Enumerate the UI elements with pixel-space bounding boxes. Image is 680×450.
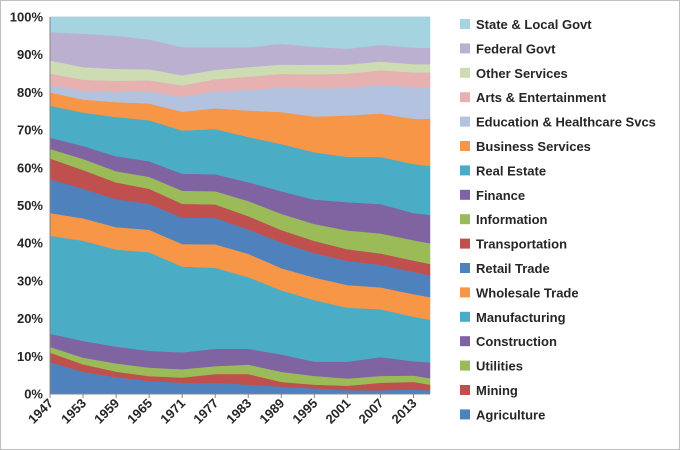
y-tick-label: 40% bbox=[17, 236, 43, 251]
legend-swatch-construction bbox=[460, 336, 470, 347]
legend-label-construction: Construction bbox=[476, 334, 557, 349]
axes bbox=[49, 17, 430, 398]
legend-label-arts-and-entertainment: Arts & Entertainment bbox=[476, 90, 607, 105]
x-tick-label: 2013 bbox=[389, 396, 420, 427]
legend-swatch-agriculture bbox=[460, 409, 470, 420]
legend-swatch-real-estate bbox=[460, 165, 470, 176]
legend-swatch-information bbox=[460, 214, 470, 225]
legend-label-business-services: Business Services bbox=[476, 139, 591, 154]
legend-swatch-other-services bbox=[460, 67, 470, 78]
y-tick-label: 50% bbox=[17, 198, 43, 213]
y-tick-label: 30% bbox=[17, 273, 43, 288]
area-state-and-local-govt bbox=[49, 16, 431, 49]
y-tick-label: 90% bbox=[17, 47, 43, 62]
x-tick-label: 1995 bbox=[289, 396, 320, 427]
x-tick-label: 1953 bbox=[58, 396, 89, 427]
legend-label-information: Information bbox=[476, 212, 548, 227]
legend-label-education-and-healthcare-svcs: Education & Healthcare Svcs bbox=[476, 115, 656, 130]
legend-label-mining: Mining bbox=[476, 383, 518, 398]
x-tick-label: 2001 bbox=[322, 396, 353, 427]
legend-swatch-manufacturing bbox=[460, 311, 470, 322]
legend-label-retail-trade: Retail Trade bbox=[476, 261, 550, 276]
legend-swatch-finance bbox=[460, 189, 470, 200]
legend-swatch-utilities bbox=[460, 360, 470, 371]
y-tick-label: 0% bbox=[24, 387, 43, 402]
x-axis-tick-labels: 1947 1953 1959 1965 1971 1977 1983 1989 1995 2001… bbox=[25, 396, 420, 427]
x-tick-label: 1959 bbox=[91, 396, 122, 427]
legend: State & Local Govt Federal Govt Other Serv… bbox=[460, 17, 656, 422]
x-tick-label: 2007 bbox=[355, 396, 386, 427]
legend-swatch-retail-trade bbox=[460, 263, 470, 273]
legend-label-real-estate: Real Estate bbox=[476, 163, 546, 178]
legend-swatch-wholesale-trade bbox=[460, 287, 470, 298]
x-tick-label: 1977 bbox=[190, 396, 221, 427]
y-axis-tick-labels: 0% 10% 20% 30% 40% 50% 60% 70% 80% 90% 100% bbox=[10, 10, 44, 402]
legend-label-utilities: Utilities bbox=[476, 359, 523, 374]
x-tick-label: 1971 bbox=[157, 396, 188, 427]
y-tick-label: 80% bbox=[17, 85, 43, 100]
legend-swatch-education-and-healthcare-svcs bbox=[460, 116, 470, 127]
legend-label-state-and-local-govt: State & Local Govt bbox=[476, 17, 592, 32]
area-series bbox=[49, 16, 431, 395]
x-tick-label: 1983 bbox=[223, 396, 254, 427]
legend-label-federal-govt: Federal Govt bbox=[476, 41, 556, 56]
legend-label-manufacturing: Manufacturing bbox=[476, 310, 566, 325]
legend-swatch-arts-and-entertainment bbox=[460, 92, 470, 103]
legend-swatch-federal-govt bbox=[460, 43, 470, 54]
x-tick-label: 1989 bbox=[256, 396, 287, 427]
legend-swatch-mining bbox=[460, 385, 470, 395]
y-tick-label: 70% bbox=[17, 123, 43, 138]
y-tick-label: 10% bbox=[17, 349, 43, 364]
legend-label-wholesale-trade: Wholesale Trade bbox=[476, 285, 579, 300]
legend-label-transportation: Transportation bbox=[476, 237, 567, 252]
y-tick-label: 100% bbox=[10, 10, 44, 25]
x-tick-label: 1965 bbox=[124, 396, 155, 427]
legend-label-agriculture: Agriculture bbox=[476, 407, 545, 422]
legend-label-finance: Finance bbox=[476, 188, 525, 203]
legend-swatch-business-services bbox=[460, 141, 470, 151]
legend-label-other-services: Other Services bbox=[476, 66, 568, 81]
legend-swatch-transportation bbox=[460, 238, 470, 249]
y-tick-label: 60% bbox=[17, 160, 43, 175]
y-tick-label: 20% bbox=[17, 311, 43, 326]
legend-swatch-state-and-local-govt bbox=[460, 19, 470, 29]
